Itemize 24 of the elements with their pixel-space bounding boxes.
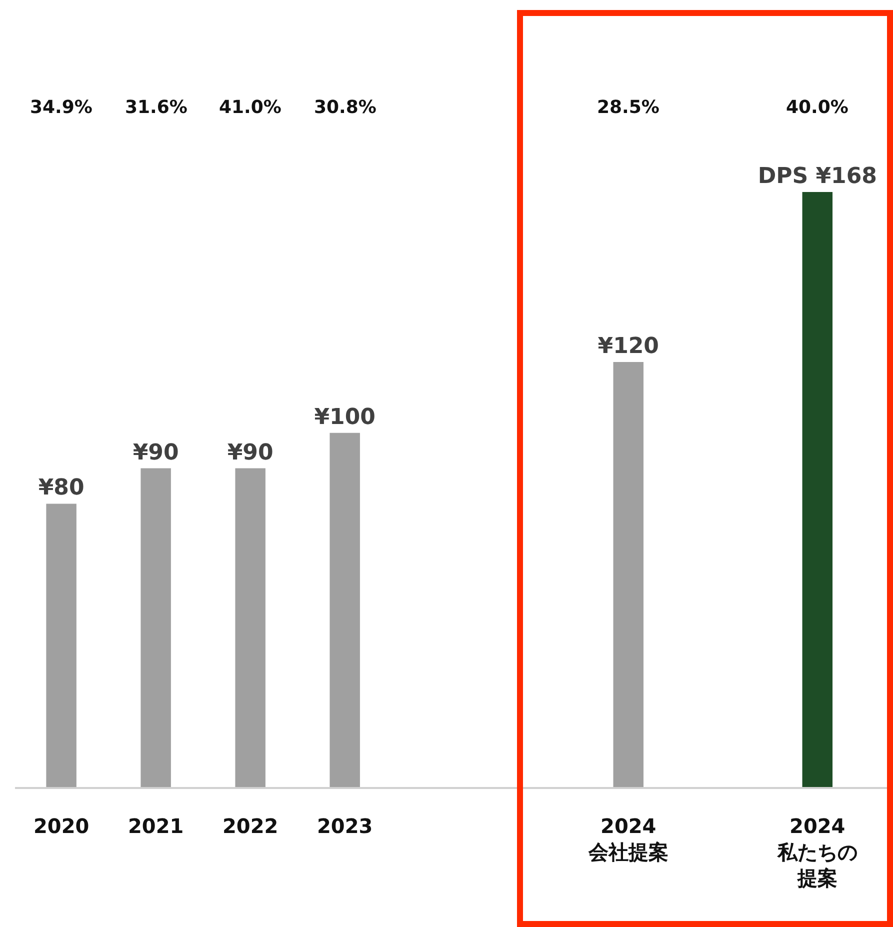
- data-label: ¥120: [598, 334, 659, 360]
- bar: [330, 432, 360, 787]
- text: 31.6%: [125, 97, 188, 118]
- x-tick-label: 2022: [222, 814, 278, 838]
- bar: [140, 468, 171, 787]
- x-tick-label: 2024 私たちの提案: [776, 814, 858, 890]
- data-label: DPS ¥168: [758, 164, 877, 190]
- data-label: ¥80: [38, 476, 84, 501]
- bar: [613, 362, 644, 787]
- data-label: ¥90: [132, 440, 179, 466]
- x-tick-label: 2020: [33, 814, 90, 838]
- bar: [235, 468, 266, 787]
- text: 30.8%: [314, 97, 376, 118]
- x-tick-label: 2023: [317, 814, 373, 838]
- text: 34.9%: [30, 97, 92, 118]
- data-label: ¥100: [314, 404, 376, 430]
- data-label: ¥90: [227, 440, 274, 466]
- x-tick-label: 2021: [128, 814, 184, 838]
- x-tick-label: 2024 会社提案: [587, 814, 668, 864]
- text: 28.5%: [597, 97, 660, 118]
- text: 41.0%: [219, 97, 282, 118]
- bar: [46, 504, 76, 787]
- text: 40.0%: [786, 97, 848, 118]
- bar: [802, 192, 833, 787]
